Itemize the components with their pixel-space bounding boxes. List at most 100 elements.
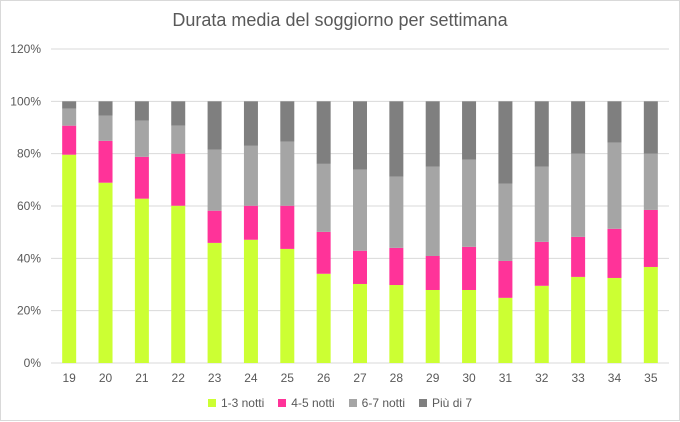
bar-segment-20-1	[98, 140, 113, 183]
bar-segment-32-1	[534, 241, 549, 286]
bar-segment-34-2	[607, 142, 622, 229]
x-tick-label: 26	[317, 371, 331, 385]
legend-item: 6-7 notti	[348, 396, 406, 410]
legend-swatch	[419, 399, 428, 407]
bar-segment-26-0	[316, 273, 331, 363]
bar-segment-24-1	[243, 205, 258, 240]
bar-segment-30-0	[462, 289, 477, 363]
y-tick-label: 100%	[10, 94, 41, 108]
y-tick-label: 20%	[17, 304, 41, 318]
bar-segment-21-1	[134, 156, 149, 199]
bar-segment-29-1	[425, 255, 440, 290]
legend-label: 4-5 notti	[291, 396, 335, 410]
bar-segment-28-2	[389, 176, 404, 248]
x-tick-label: 25	[281, 371, 295, 385]
bar-segment-25-3	[280, 101, 295, 142]
bar-segment-32-3	[534, 101, 549, 167]
legend-swatch	[348, 399, 357, 407]
bar-segment-30-3	[462, 101, 477, 160]
legend-item: 4-5 notti	[278, 396, 335, 410]
x-tick-label: 22	[172, 371, 186, 385]
bar-segment-23-0	[207, 242, 222, 363]
bar-segment-34-1	[607, 228, 622, 278]
bar-segment-28-0	[389, 285, 404, 363]
bar-segment-28-1	[389, 247, 404, 286]
bar-segment-21-2	[134, 120, 149, 157]
bar-segment-25-2	[280, 141, 295, 206]
bar-segment-31-3	[498, 101, 513, 184]
bar-segment-24-0	[243, 239, 258, 363]
bar-segment-25-0	[280, 248, 295, 363]
bar-segment-21-0	[134, 198, 149, 363]
bar-segment-33-3	[571, 101, 586, 154]
bar-segment-31-1	[498, 260, 513, 298]
bar-segment-27-0	[353, 283, 367, 363]
bar-segment-26-1	[316, 231, 331, 274]
y-tick-label: 40%	[17, 251, 41, 265]
y-tick-label: 80%	[17, 147, 41, 161]
y-tick-label: 0%	[24, 356, 42, 370]
bar-segment-31-0	[498, 297, 513, 363]
legend-label: 1-3 notti	[220, 396, 265, 410]
bar-segment-23-2	[207, 149, 222, 211]
legend-item: 1-3 notti	[207, 396, 265, 410]
x-tick-label: 19	[62, 371, 76, 385]
bar-segment-28-3	[389, 101, 404, 177]
bar-segment-27-2	[353, 169, 367, 251]
bar-segment-30-1	[462, 246, 477, 290]
bar-segment-23-1	[207, 210, 222, 243]
x-tick-label: 35	[644, 371, 658, 385]
x-tick-label: 33	[571, 371, 585, 385]
bar-segment-33-2	[571, 153, 586, 237]
bar-segment-20-3	[98, 101, 113, 116]
x-tick-label: 31	[499, 371, 513, 385]
x-tick-label: 28	[390, 371, 404, 385]
legend-item: Più di 7	[419, 396, 472, 410]
bar-segment-24-2	[243, 145, 258, 206]
x-tick-label: 21	[135, 371, 149, 385]
bar-segment-19-1	[62, 125, 77, 155]
bar-segment-35-0	[643, 266, 658, 363]
bar-segment-22-2	[171, 125, 186, 154]
bar-segment-26-2	[316, 163, 331, 232]
bar-segment-27-3	[353, 101, 367, 170]
bar-segment-25-1	[280, 205, 295, 249]
bar-segment-22-1	[171, 153, 186, 206]
chart-title: Durata media del soggiorno per settimana	[172, 10, 508, 30]
bar-segment-34-3	[607, 101, 622, 143]
x-tick-label: 32	[535, 371, 549, 385]
bar-segment-23-3	[207, 101, 222, 150]
bar-segment-30-2	[462, 159, 477, 247]
legend-label: Più di 7	[432, 396, 473, 410]
x-tick-label: 27	[353, 371, 367, 385]
legend-swatch	[278, 399, 287, 407]
bar-segment-22-3	[171, 101, 186, 126]
bar-segment-29-0	[425, 289, 440, 363]
bar-segment-24-3	[243, 101, 258, 146]
bar-segment-35-2	[643, 153, 658, 210]
x-tick-label: 24	[244, 371, 258, 385]
x-tick-label: 20	[99, 371, 113, 385]
bar-segment-22-0	[171, 205, 186, 363]
bar-segment-27-1	[353, 250, 367, 284]
bar-segment-19-2	[62, 108, 77, 126]
y-tick-label: 60%	[17, 199, 41, 213]
x-tick-label: 29	[426, 371, 440, 385]
bar-segment-20-2	[98, 115, 113, 141]
bar-segment-35-3	[643, 101, 658, 154]
legend-label: 6-7 notti	[361, 396, 406, 410]
legend-swatch	[207, 399, 216, 407]
bar-segment-33-0	[571, 276, 586, 363]
bar-segment-20-0	[98, 182, 113, 363]
bar-segment-19-3	[62, 101, 77, 109]
x-tick-label: 34	[608, 371, 622, 385]
bar-segment-32-2	[534, 166, 549, 242]
bar-segment-32-0	[534, 285, 549, 363]
bar-segment-31-2	[498, 183, 513, 261]
bar-segment-29-2	[425, 166, 440, 256]
bar-segment-34-0	[607, 277, 622, 363]
bar-segment-29-3	[425, 101, 440, 167]
legend: 1-3 notti 4-5 notti 6-7 notti Più di 7	[1, 396, 679, 410]
